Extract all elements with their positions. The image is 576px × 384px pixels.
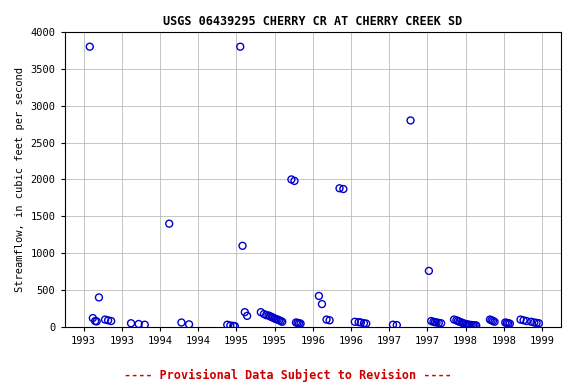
Point (270, 315, 279, 321)
Point (240, 309, 249, 315)
Point (502, 320, 511, 326)
Point (463, 321, 472, 328)
Point (388, 322, 397, 328)
Point (335, 185, 344, 191)
Point (230, 323, 240, 329)
Point (501, 319, 510, 326)
Point (453, 318, 463, 324)
Point (236, 44, 245, 50)
Point (276, 318, 285, 324)
Point (290, 178, 299, 184)
Point (470, 322, 479, 328)
Point (359, 320, 369, 326)
Point (291, 319, 301, 326)
Point (107, 318, 116, 324)
Point (406, 118, 415, 124)
Point (488, 318, 498, 324)
Point (461, 321, 470, 327)
Point (126, 320, 135, 326)
Point (177, 319, 186, 326)
Point (434, 320, 444, 326)
Point (100, 316, 109, 323)
Point (530, 319, 539, 326)
Point (505, 321, 514, 327)
Point (259, 311, 268, 317)
Point (325, 317, 334, 323)
Point (134, 321, 143, 327)
Point (184, 321, 194, 328)
Point (267, 314, 276, 320)
Point (464, 322, 473, 328)
Point (465, 322, 475, 328)
Point (357, 319, 366, 326)
Point (457, 319, 467, 326)
Point (526, 319, 536, 325)
Point (535, 320, 544, 326)
Point (455, 319, 464, 325)
Point (522, 318, 531, 324)
Point (278, 319, 287, 325)
Point (287, 176, 296, 182)
Point (519, 317, 528, 323)
Point (262, 312, 271, 318)
Point (350, 319, 359, 325)
Point (271, 316, 281, 322)
Point (449, 316, 458, 323)
Point (430, 319, 439, 325)
Point (94, 295, 104, 301)
Point (90, 318, 100, 324)
Point (85, 44, 94, 50)
Point (468, 322, 478, 328)
Title: USGS 06439295 CHERRY CR AT CHERRY CREEK SD: USGS 06439295 CHERRY CR AT CHERRY CREEK … (163, 15, 463, 28)
Point (256, 309, 266, 315)
Point (266, 313, 275, 319)
Point (425, 268, 434, 274)
Point (452, 317, 461, 323)
Point (429, 319, 438, 325)
Point (487, 317, 496, 323)
Point (458, 320, 468, 326)
Point (275, 317, 284, 323)
Text: ---- Provisional Data Subject to Revision ----: ---- Provisional Data Subject to Revisio… (124, 369, 452, 382)
Point (467, 322, 476, 328)
Point (516, 316, 525, 323)
Point (532, 320, 541, 326)
Point (354, 319, 363, 325)
Point (322, 316, 331, 323)
Point (140, 322, 149, 328)
Point (238, 243, 247, 249)
Point (92, 318, 101, 324)
Point (339, 186, 348, 192)
Point (486, 316, 495, 323)
Point (317, 301, 327, 307)
Point (392, 322, 401, 328)
Point (437, 320, 446, 326)
Point (165, 221, 174, 227)
Point (314, 293, 324, 299)
Point (432, 319, 441, 326)
Point (293, 320, 302, 326)
Point (490, 319, 499, 325)
Point (362, 321, 371, 327)
Point (503, 320, 513, 326)
Y-axis label: Streamflow, in cubic feet per second: Streamflow, in cubic feet per second (15, 67, 25, 292)
Point (229, 323, 238, 329)
Point (296, 321, 305, 327)
Point (472, 323, 481, 329)
Point (268, 314, 278, 321)
Point (427, 318, 436, 324)
Point (88, 315, 97, 321)
Point (226, 323, 235, 329)
Point (104, 317, 113, 323)
Point (242, 313, 252, 319)
Point (273, 316, 282, 323)
Point (223, 322, 232, 328)
Point (264, 313, 273, 319)
Point (294, 320, 304, 326)
